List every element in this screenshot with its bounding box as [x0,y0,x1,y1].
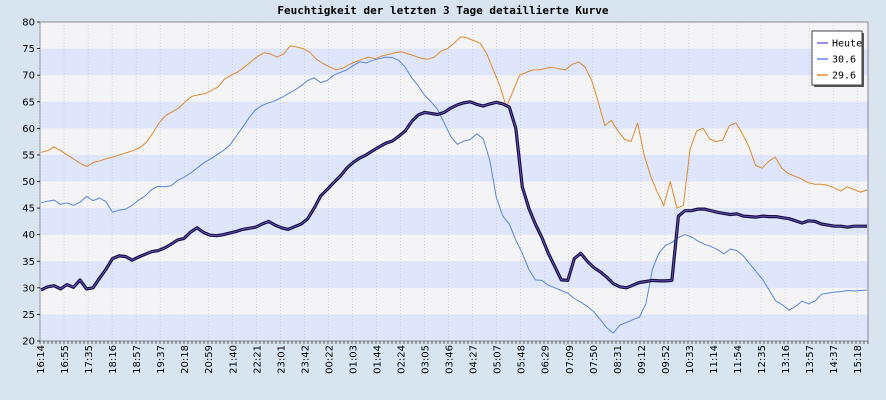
x-tick-label: 08:31 [613,345,624,374]
series-line-highlight [40,101,867,291]
plot-bands [39,21,869,342]
x-tick-label: 16:14 [36,345,47,374]
x-tick-label: 17:35 [84,345,95,374]
x-tick-labels: 16:14 16:55 17:35 18:16 18:57 19:37 20:18 20:59… [36,345,864,374]
x-tick-label: 18:57 [132,345,143,374]
plot-band [40,287,868,315]
x-tick-label: 01:44 [372,345,383,374]
x-tick-label: 05:07 [493,345,504,374]
plot-band [40,75,868,102]
x-tick-label: 12:35 [757,345,768,374]
x-tick-label: 00:22 [324,345,335,374]
x-tick-label: 22:21 [252,345,263,374]
x-tick-label: 19:37 [156,345,167,374]
x-grid [39,22,869,344]
x-tick-label: 13:16 [781,345,792,374]
plot-band [40,48,868,76]
legend: Heute 30.6 29.6 [811,30,864,87]
chart-title: Feuchtigkeit der letzten 3 Tage detailli… [277,4,609,17]
x-tick-label: 21:40 [228,345,239,374]
plot-band [40,154,868,182]
series-line-29-6 [40,36,868,209]
x-tick-label: 05:48 [517,345,528,374]
x-tick-label: 10:33 [685,345,696,374]
x-tick-label: 04:27 [469,345,480,374]
x-tick-label: 06:29 [541,345,552,374]
plot-band [40,261,868,288]
plot-band [40,208,868,235]
x-tick-label: 02:24 [397,345,408,374]
x-tick-label: 07:09 [565,345,576,374]
y-tick-label: 50 [22,177,35,188]
y-tick-label: 65 [22,97,35,108]
y-tick-label: 40 [22,230,35,241]
y-tick-label: 60 [22,124,35,135]
plot-band [40,314,868,341]
y-tick-label: 30 [22,283,35,294]
x-tick-label: 09:12 [637,345,648,374]
x-tick-label: 16:55 [60,345,71,374]
y-tick-label: 80 [22,18,35,29]
legend-box [811,30,863,86]
x-tick-label: 23:01 [276,345,287,374]
plot-band [40,128,868,155]
legend-label: 29.6 [832,71,856,82]
x-tick-label: 23:42 [300,345,311,374]
y-tick-label: 25 [22,310,35,321]
plot-band [40,22,868,49]
y-tick-label: 35 [22,257,35,268]
x-tick-label: 11:54 [733,345,744,374]
x-tick-label: 14:37 [829,345,840,374]
series-lines [40,36,868,334]
legend-label: 30.6 [832,55,856,66]
x-tick-label: 07:50 [589,345,600,374]
y-tick-label: 55 [22,150,35,161]
x-tick-label: 20:59 [204,345,215,374]
x-tick-label: 03:46 [445,345,456,374]
x-tick-label: 13:57 [805,345,816,374]
x-tick-label: 20:18 [180,345,191,374]
legend-label: Heute [832,39,862,50]
x-tick-label: 03:05 [421,345,432,374]
y-tick-label: 20 [22,337,35,348]
plot-band [40,181,868,209]
x-tick-label: 01:03 [348,345,359,374]
x-tick-label: 15:18 [853,345,864,374]
x-tick-label: 18:16 [108,345,119,374]
y-tick-label: 70 [22,71,35,82]
series-line-30-6 [40,56,868,334]
x-tick-label: 11:14 [709,345,720,374]
y-tick-labels: 20 25 30 35 40 45 50 55 60 65 70 75 80 [22,18,40,348]
y-tick-label: 75 [22,44,35,55]
y-tick-label: 45 [22,204,35,215]
x-tick-label: 09:52 [661,345,672,374]
